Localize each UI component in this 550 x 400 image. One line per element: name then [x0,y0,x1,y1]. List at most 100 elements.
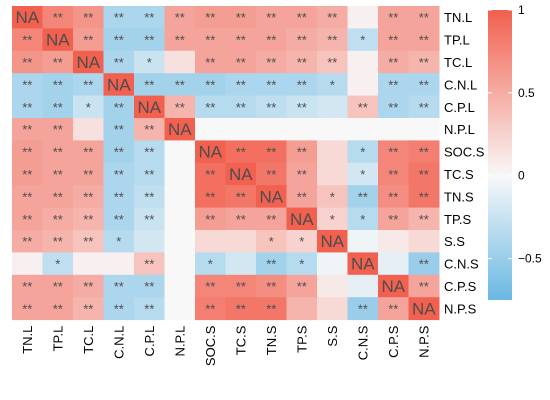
significance-label: ** [22,212,32,227]
significance-label: ** [53,55,63,70]
significance-label: ** [205,10,215,25]
heatmap-cell [103,274,135,298]
y-tick-label: TN.L [444,10,472,25]
significance-label: ** [236,301,246,316]
heatmap-cell [164,297,196,321]
heatmap-cell [317,252,348,276]
significance-label: * [208,257,213,272]
heatmap-cell [73,274,104,298]
significance-label: * [55,257,60,272]
significance-label: ** [327,10,337,25]
heatmap-cell [256,185,287,209]
heatmap-cell [42,6,74,29]
significance-label: * [360,33,365,48]
significance-label: ** [297,189,307,204]
significance-label: ** [297,167,307,182]
significance-label: ** [83,33,93,48]
significance-label: ** [22,145,32,160]
significance-label: * [299,234,304,249]
significance-label: ** [266,279,276,294]
heatmap-cell [256,95,287,119]
heatmap-cell [347,118,379,141]
significance-label: ** [144,167,154,182]
significance-label: ** [327,33,337,48]
heatmap-cell [256,28,287,52]
significance-label: ** [205,33,215,48]
heatmap-cell [347,252,379,276]
significance-label: ** [22,167,32,182]
heatmap-cell [378,6,409,29]
significance-label: ** [419,212,429,227]
heatmap-cell [73,252,104,276]
significance-label: ** [358,301,368,316]
significance-label: ** [236,77,246,92]
heatmap-cell [225,162,257,186]
diagonal-na-label: NA [381,277,405,296]
heatmap-cell [134,230,165,253]
significance-label: * [86,100,91,115]
significance-label: ** [205,167,215,182]
heatmap-cell [317,185,348,209]
heatmap-cell [134,297,165,321]
x-tick-labels: TN.L TP.L TC.L C.N.L C.P.L N.P.L SOC.S TC.S TN.S… [20,325,432,366]
x-tick-label: TC.S [234,325,249,355]
heatmap-cell [73,73,104,97]
significance-label: ** [419,100,429,115]
significance-label: ** [114,189,124,204]
heatmap-cell [317,207,348,231]
heatmap-cell [164,207,196,231]
heatmap-cell [286,28,318,52]
significance-label: ** [22,234,32,249]
heatmap-cell [408,185,440,209]
heatmap-cell [134,50,165,74]
heatmap-cell [408,207,440,231]
y-tick-label: N.P.L [444,122,475,137]
heatmap-cell [12,162,43,186]
heatmap-cell [317,118,348,141]
heatmap-cell [317,73,348,97]
significance-label: * [330,212,335,227]
heatmap-cell [42,207,74,231]
significance-label: ** [144,33,154,48]
heatmap-cell [378,95,409,119]
heatmap-cell [12,252,43,276]
heatmap-cell [286,274,318,298]
x-tick-label: C.P.S [386,325,401,358]
heatmap-cell [408,297,440,321]
heatmap-cell [134,207,165,231]
heatmap-cell [378,28,409,52]
heatmap-cell [134,28,165,52]
heatmap-cell [73,162,104,186]
heatmap-cell [42,28,74,52]
significance-label: ** [53,10,63,25]
heatmap-cell [195,252,226,276]
heatmap-cell [378,140,409,164]
heatmap-cell [12,140,43,164]
heatmap-cell [256,297,287,321]
significance-label: ** [236,279,246,294]
heatmap-cell [103,95,135,119]
significance-label: ** [205,100,215,115]
significance-label: ** [419,189,429,204]
x-tick-label: N.P.S [417,325,432,358]
heatmap-cell [12,207,43,231]
significance-label: ** [266,10,276,25]
heatmap-cell [256,230,287,253]
heatmap-cell [347,230,379,253]
significance-label: ** [22,279,32,294]
significance-label: ** [419,77,429,92]
significance-label: ** [419,257,429,272]
heatmap-cell [134,6,165,29]
significance-label: ** [22,189,32,204]
significance-label: ** [22,122,32,137]
diagonal-na-label: NA [76,53,100,72]
significance-label: * [269,234,274,249]
y-tick-label: TP.L [444,33,470,48]
heatmap-cell [103,297,135,321]
heatmap-cell [256,50,287,74]
heatmap-cell [42,185,74,209]
significance-label: ** [327,55,337,70]
significance-label: ** [266,145,276,160]
significance-label: ** [53,145,63,160]
x-tick-label: TP.L [51,326,66,352]
